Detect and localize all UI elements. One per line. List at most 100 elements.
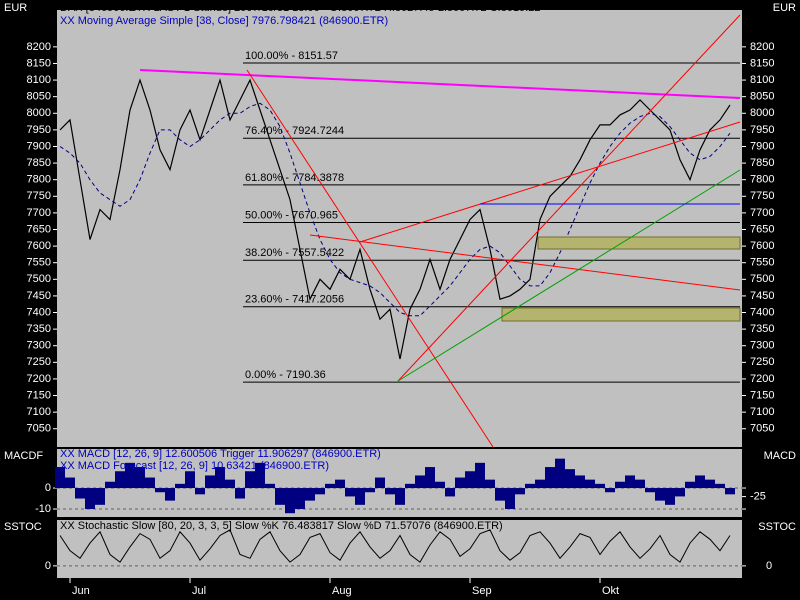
histogram-bar [345,488,355,497]
y-tick-label: 7100 [27,406,51,418]
oscillator-line [59,529,731,563]
histogram-bar [275,488,285,505]
y-tick-label: 8000 [27,107,51,119]
histogram-bar [495,488,505,501]
histogram-bar [205,475,215,489]
y-tick-label: 7250 [27,356,51,368]
y-tick-label: 7550 [27,257,51,269]
y-tick-label: 7250 [750,356,774,368]
x-tick-label: Okt [602,585,619,597]
fib-label: 0.00% - 7190.36 [245,369,326,381]
trend-line [139,69,741,99]
y-tick-label: 7900 [750,140,774,152]
panel-label: MACDF [4,450,43,462]
y-tick-label: 7950 [27,124,51,136]
y-tick-label: -10 [35,503,51,515]
y-tick-label: 7400 [750,306,774,318]
y-tick-label: 7350 [750,323,774,335]
histogram-bar [615,481,625,489]
y-tick-label: 8000 [750,107,774,119]
x-tick-label: Aug [332,585,352,597]
y-tick-label: 7750 [750,190,774,202]
histogram-bar [575,475,585,489]
panel-label: SSTOC [4,521,42,533]
histogram-bar [485,479,495,489]
y-tick-label: 7450 [27,290,51,302]
y-tick-label: 0 [766,560,772,572]
y-tick-label: 8050 [27,91,51,103]
histogram-bar [335,479,345,489]
histogram-bar [65,477,75,489]
histogram-bar [435,481,445,489]
histogram-bar [525,483,535,489]
y-tick-label: 7550 [750,257,774,269]
header: DAX [846900.ETR LAST 1 Stunde] 2007/10/3… [4,2,796,533]
x-tick-label: Jul [192,585,206,597]
panel-label: SSTOC [758,521,796,533]
fib-label: 38.20% - 7557.5422 [245,247,344,259]
histogram-bar [245,471,255,489]
histogram-bar [165,488,175,501]
trend-line [397,169,741,382]
histogram-bar [175,483,185,489]
y-tick-label: 7300 [27,340,51,352]
histogram-bar [515,488,525,495]
legend-entry: XX Stochastic Slow [80, 20, 3, 3, 5] Slo… [60,520,503,532]
y-tick-label: 7650 [750,223,774,235]
histogram-bar [255,462,265,489]
histogram-bar [225,479,235,489]
y-tick-label: 8200 [27,41,51,53]
histogram-bar [105,481,115,489]
y-tick-label: 7700 [750,207,774,219]
histogram-bar [265,483,275,489]
y-tick-label: 7350 [27,323,51,335]
trend-line [397,14,741,382]
y-tick-label: 8150 [750,57,774,69]
y-tick-label: 7600 [750,240,774,252]
histogram-bar [155,488,165,493]
histogram-bar [445,488,455,497]
histogram-bar [295,488,305,510]
y-tick-label: 8100 [750,74,774,86]
histogram-bar [85,488,95,510]
y-tick-label: 7600 [27,240,51,252]
y-tick-label: 7400 [27,306,51,318]
y-tick-label: 7650 [27,223,51,235]
histogram-bar [665,488,675,505]
histogram-bar [195,488,205,495]
histogram-bar [685,481,695,489]
chart-title: DAX [846900.ETR LAST 1 Stunde] 2007/10/3… [60,2,540,14]
x-tick-label: Jun [72,585,90,597]
y-axis-label: EUR [773,2,796,14]
y-tick-label: 0 [45,482,51,494]
histogram-bar [655,488,665,501]
y-tick-label: 7100 [750,406,774,418]
y-tick-label: 7450 [750,290,774,302]
histogram-bar [425,467,435,489]
histogram-bar [505,488,515,510]
y-tick-label: 7750 [27,190,51,202]
histogram-bar [715,483,725,489]
y2-tick-label: -25 [750,491,766,503]
histogram-bar [725,488,735,495]
legend-entry: XX MACD Forecast [12, 26, 9] 10.63421 (8… [60,460,329,472]
y-tick-label: 7800 [750,174,774,186]
histogram-bar [95,488,105,505]
histogram-bar [395,488,405,505]
y-tick-label: 7300 [750,340,774,352]
histogram-bar [285,488,295,514]
histogram-bar [695,475,705,489]
legend-entry: XX MACD [12, 26, 9] 12.600506 Trigger 11… [60,448,381,460]
y-tick-label: 8200 [750,41,774,53]
y-tick-label: 7200 [750,373,774,385]
zone [537,236,741,250]
y-tick-label: 7200 [27,373,51,385]
y-tick-label: 7150 [27,389,51,401]
y-tick-label: 8100 [27,74,51,86]
trend-line [309,234,741,291]
x-tick-label: Sep [472,585,492,597]
y-tick-label: 7850 [750,157,774,169]
price-panel [57,10,742,447]
histogram-bar [385,488,395,495]
